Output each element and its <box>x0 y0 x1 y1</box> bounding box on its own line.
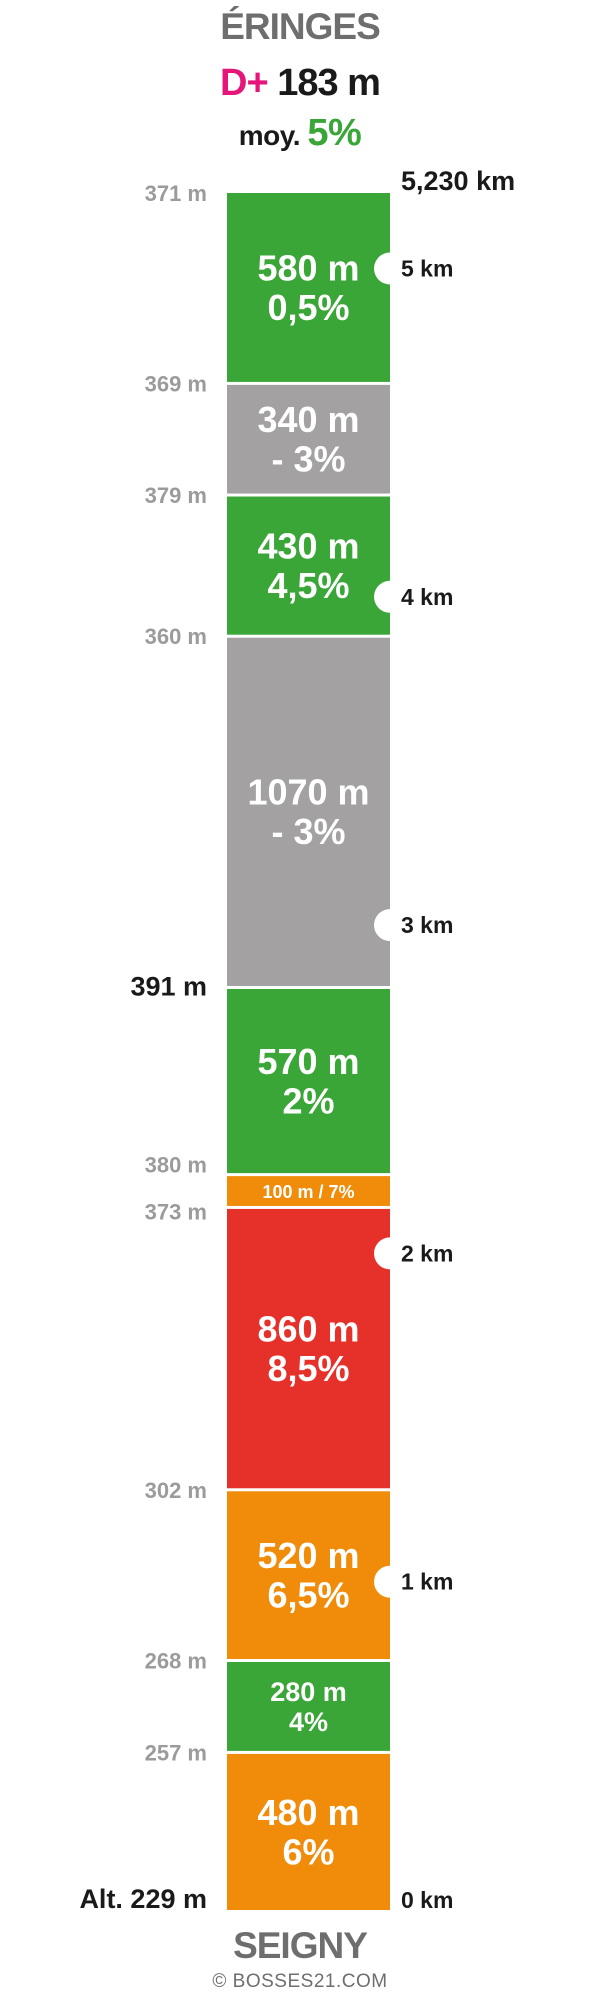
altitude-label: 257 m <box>145 1740 207 1765</box>
climb-top-title: ÉRINGES <box>220 6 381 47</box>
altitude-label: 302 m <box>145 1478 207 1503</box>
segment-length-label: 580 m <box>257 247 359 288</box>
altitude-label: Alt. 229 m <box>79 1884 207 1914</box>
segment-length-label: 480 m <box>257 1792 359 1833</box>
segment-length-label: 430 m <box>257 525 359 566</box>
segment-grade-label: 6,5% <box>267 1575 349 1616</box>
climb-bottom-title: SEIGNY <box>233 1925 368 1966</box>
elevation-gain: D+ 183 m <box>0 62 600 105</box>
segment-bar <box>227 1176 390 1206</box>
km-notch <box>374 252 406 285</box>
altitude-label: 360 m <box>145 624 207 649</box>
altitude-label: 391 m <box>130 971 207 1001</box>
km-marker-label: 4 km <box>401 584 453 610</box>
segment-length-label: 860 m <box>257 1308 359 1349</box>
segment-length-label: 340 m <box>257 399 359 440</box>
segment-grade-label: 8,5% <box>267 1348 349 1389</box>
segment-bar <box>227 1208 390 1489</box>
km-marker-label: 3 km <box>401 912 453 938</box>
segment-bar <box>227 1661 390 1751</box>
average-grade-value: 5% <box>307 112 362 154</box>
km-notch <box>374 909 406 942</box>
km-marker-label: 0 km <box>401 1887 453 1913</box>
segment-grade-label: 0,5% <box>267 287 349 328</box>
segment-label: 100 m / 7% <box>262 1182 354 1202</box>
altitude-label: 268 m <box>145 1648 207 1673</box>
segment-grade-label: 6% <box>282 1831 334 1872</box>
segment-bar <box>227 1753 390 1910</box>
segment-grade-label: - 3% <box>271 811 345 852</box>
segment-grade-label: 4% <box>289 1707 328 1737</box>
segment-bar <box>227 193 390 382</box>
segment-grade-label: - 3% <box>271 439 345 480</box>
km-notch <box>374 1237 406 1270</box>
altitude-label: 371 m <box>145 181 207 206</box>
segment-length-label: 280 m <box>270 1677 347 1707</box>
km-marker-label: 1 km <box>401 1569 453 1595</box>
altitude-label: 379 m <box>145 483 207 508</box>
elevation-gain-label: D+ <box>220 62 269 104</box>
segment-length-label: 1070 m <box>247 772 369 813</box>
segment-bar <box>227 637 390 986</box>
km-marker-label: 5 km <box>401 256 453 282</box>
average-grade-label: moy. <box>238 120 301 151</box>
segment-bar <box>227 384 390 494</box>
segment-bar <box>227 988 390 1174</box>
finish-distance-label: 5,230 km <box>401 166 515 196</box>
km-marker-label: 2 km <box>401 1240 453 1266</box>
segment-bar <box>227 1491 390 1659</box>
altitude-label: 373 m <box>145 1199 207 1224</box>
km-notch <box>374 1565 406 1598</box>
segment-grade-label: 4,5% <box>267 565 349 606</box>
segment-length-label: 520 m <box>257 1535 359 1576</box>
average-grade: moy. 5% <box>0 112 600 155</box>
segment-length-label: 570 m <box>257 1041 359 1082</box>
segment-grade-label: 2% <box>282 1080 334 1121</box>
altitude-label: 380 m <box>145 1153 207 1178</box>
km-notch <box>374 580 406 613</box>
copyright-notice: © BOSSES21.COM <box>212 1971 388 1992</box>
segment-bar <box>227 496 390 635</box>
altitude-label: 369 m <box>145 371 207 396</box>
elevation-gain-value: 183 m <box>277 62 381 104</box>
